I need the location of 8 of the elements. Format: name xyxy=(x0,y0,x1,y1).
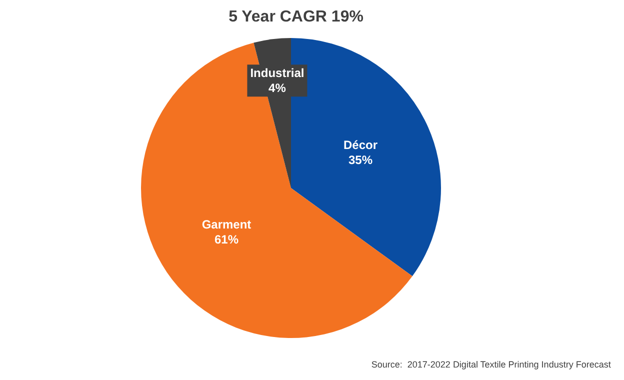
source-note: Source: 2017-2022 Digital Textile Printing Industry Forecast xyxy=(371,360,612,370)
slice-label: Garment xyxy=(202,217,252,232)
slice-label: Décor xyxy=(343,138,378,152)
data-label: 4% xyxy=(268,81,286,96)
data-label: 35% xyxy=(348,153,373,168)
data-label: 61% xyxy=(214,232,239,246)
slice-label: Industrial xyxy=(250,66,304,80)
chart-title: 5 Year CAGR 19% xyxy=(228,8,364,26)
